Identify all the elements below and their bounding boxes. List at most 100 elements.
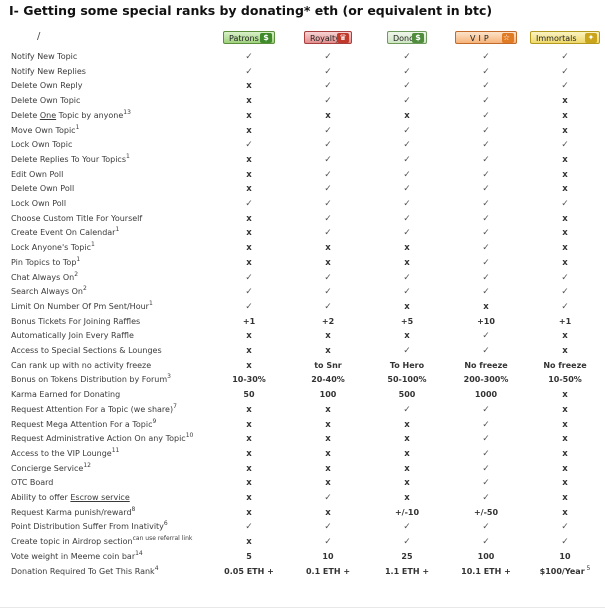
table-row: Notify New Topic ✓ ✓ ✓ ✓ ✓: [0, 50, 605, 64]
cross-mark: x: [214, 226, 284, 240]
cell-text: x: [325, 331, 331, 342]
table-row: Point Distribution Suffer From Inativity…: [0, 520, 605, 534]
cross-mark: x: [214, 109, 284, 123]
check-mark: ✓: [530, 535, 600, 549]
table-row: Delete Replies To Your Topics1 x ✓ ✓ ✓ x: [0, 153, 605, 167]
cell-text: x: [246, 346, 252, 356]
check-mark: ✓: [451, 138, 521, 152]
footnote-marker: 1: [115, 226, 120, 234]
cross-mark: x: [451, 300, 521, 314]
cross-mark: x: [530, 153, 600, 167]
cell-text: 100: [319, 390, 337, 400]
cross-mark: x: [214, 535, 284, 549]
feature-label: Karma Earned for Donating: [11, 388, 120, 402]
cross-mark: x: [530, 403, 600, 417]
rank-icon: ♛: [337, 33, 349, 43]
cell-text: 1000: [474, 390, 498, 400]
cross-mark: x: [214, 153, 284, 167]
cell-text: ✓: [561, 287, 569, 298]
cell-text: x: [404, 448, 410, 459]
cell-text: +5: [400, 316, 414, 326]
cell-text: x: [404, 434, 410, 445]
rank-icon: ☆: [502, 33, 514, 43]
cell-text: ✓: [324, 184, 332, 195]
cross-mark: x: [214, 94, 284, 108]
cross-mark: x: [372, 109, 442, 123]
table-row: Move Own Topic1 x ✓ ✓ ✓ x: [0, 124, 605, 138]
cell-text: ✓: [482, 346, 490, 356]
feature-label-text: Concierge Service: [11, 463, 84, 473]
rank-name: Immortals: [536, 34, 577, 43]
cell-text: ✓: [482, 272, 490, 283]
check-mark: ✓: [214, 197, 284, 211]
table-row: Lock Own Poll ✓ ✓ ✓ ✓ ✓: [0, 197, 605, 211]
check-mark: ✓: [293, 285, 363, 299]
cell-text: x: [562, 228, 568, 239]
table-row: OTC Board x x x ✓ x: [0, 476, 605, 490]
cell-text: x: [562, 478, 568, 489]
cell-text: to Snr: [314, 360, 342, 370]
cross-mark: x: [214, 182, 284, 196]
cell-text: ✓: [561, 66, 569, 77]
feature-label: Bonus Tickets For Joining Raffles: [11, 315, 140, 329]
check-mark: ✓: [372, 182, 442, 196]
check-mark: ✓: [451, 50, 521, 64]
cross-mark: x: [530, 124, 600, 138]
check-mark: ✓: [530, 65, 600, 79]
cell-text: ✓: [561, 301, 569, 312]
cell-text: No freeze: [543, 360, 587, 370]
feature-label: Request Administrative Action On any Top…: [11, 432, 193, 446]
check-mark: ✓: [451, 403, 521, 417]
cell-text: ✓: [403, 154, 411, 165]
table-row: Limit On Number Of Pm Sent/Hour1 ✓ ✓ x x ✓: [0, 300, 605, 314]
cross-mark: x: [214, 79, 284, 93]
cell-text: x: [325, 257, 331, 268]
cell-text: x: [246, 507, 252, 518]
cell-text: ✓: [403, 537, 411, 548]
cell-value: +10: [451, 315, 521, 329]
rank-badge-patrons: Patrons $: [223, 31, 275, 44]
footnote-marker: 1: [76, 255, 81, 263]
check-mark: ✓: [372, 197, 442, 211]
cross-mark: x: [214, 256, 284, 270]
cell-text: x: [404, 257, 410, 268]
cell-value: +2: [293, 315, 363, 329]
cell-text: x: [562, 404, 568, 415]
cell-text: x: [562, 434, 568, 445]
cross-mark: x: [530, 168, 600, 182]
table-row: Request Karma punish/reward8 x x +/-10 +/-50…: [0, 506, 605, 520]
feature-label-text: Request Administrative Action On any Top…: [11, 434, 186, 444]
cell-text: ✓: [482, 154, 490, 165]
cell-value: +/-50: [451, 506, 521, 520]
cell-text: 10-50%: [548, 375, 582, 385]
table-row: Lock Anyone's Topic1 x x x ✓ x: [0, 241, 605, 255]
cell-text: x: [246, 213, 252, 224]
table-row: Bonus on Tokens Distribution by Forum3 10…: [0, 373, 605, 387]
cell-text: ✓: [245, 140, 253, 151]
cross-mark: x: [530, 388, 600, 402]
cell-value: 10-50%: [530, 373, 600, 387]
cell-text: ✓: [403, 346, 411, 356]
feature-label-text: Create topic in Airdrop section: [11, 537, 133, 547]
cell-text: x: [246, 404, 252, 415]
cross-mark: x: [293, 241, 363, 255]
cell-text: ✓: [403, 96, 411, 107]
feature-label: Lock Own Topic: [11, 138, 72, 152]
footnote-marker: can use referral link: [132, 535, 193, 543]
check-mark: ✓: [451, 94, 521, 108]
feature-label: Lock Anyone's Topic1: [11, 241, 95, 255]
check-mark: ✓: [293, 124, 363, 138]
cell-text: x: [246, 154, 252, 165]
cell-text: ✓: [482, 463, 490, 474]
check-mark: ✓: [214, 520, 284, 534]
cell-text: ✓: [324, 169, 332, 180]
check-mark: ✓: [451, 79, 521, 93]
cross-mark: x: [293, 329, 363, 343]
cell-text: ✓: [482, 96, 490, 107]
table-row: Karma Earned for Donating 50 100 500 1000 x: [0, 388, 605, 402]
cell-text: +/-10: [394, 507, 420, 517]
check-mark: ✓: [293, 168, 363, 182]
check-mark: ✓: [214, 50, 284, 64]
check-mark: ✓: [451, 226, 521, 240]
cross-mark: x: [214, 432, 284, 446]
